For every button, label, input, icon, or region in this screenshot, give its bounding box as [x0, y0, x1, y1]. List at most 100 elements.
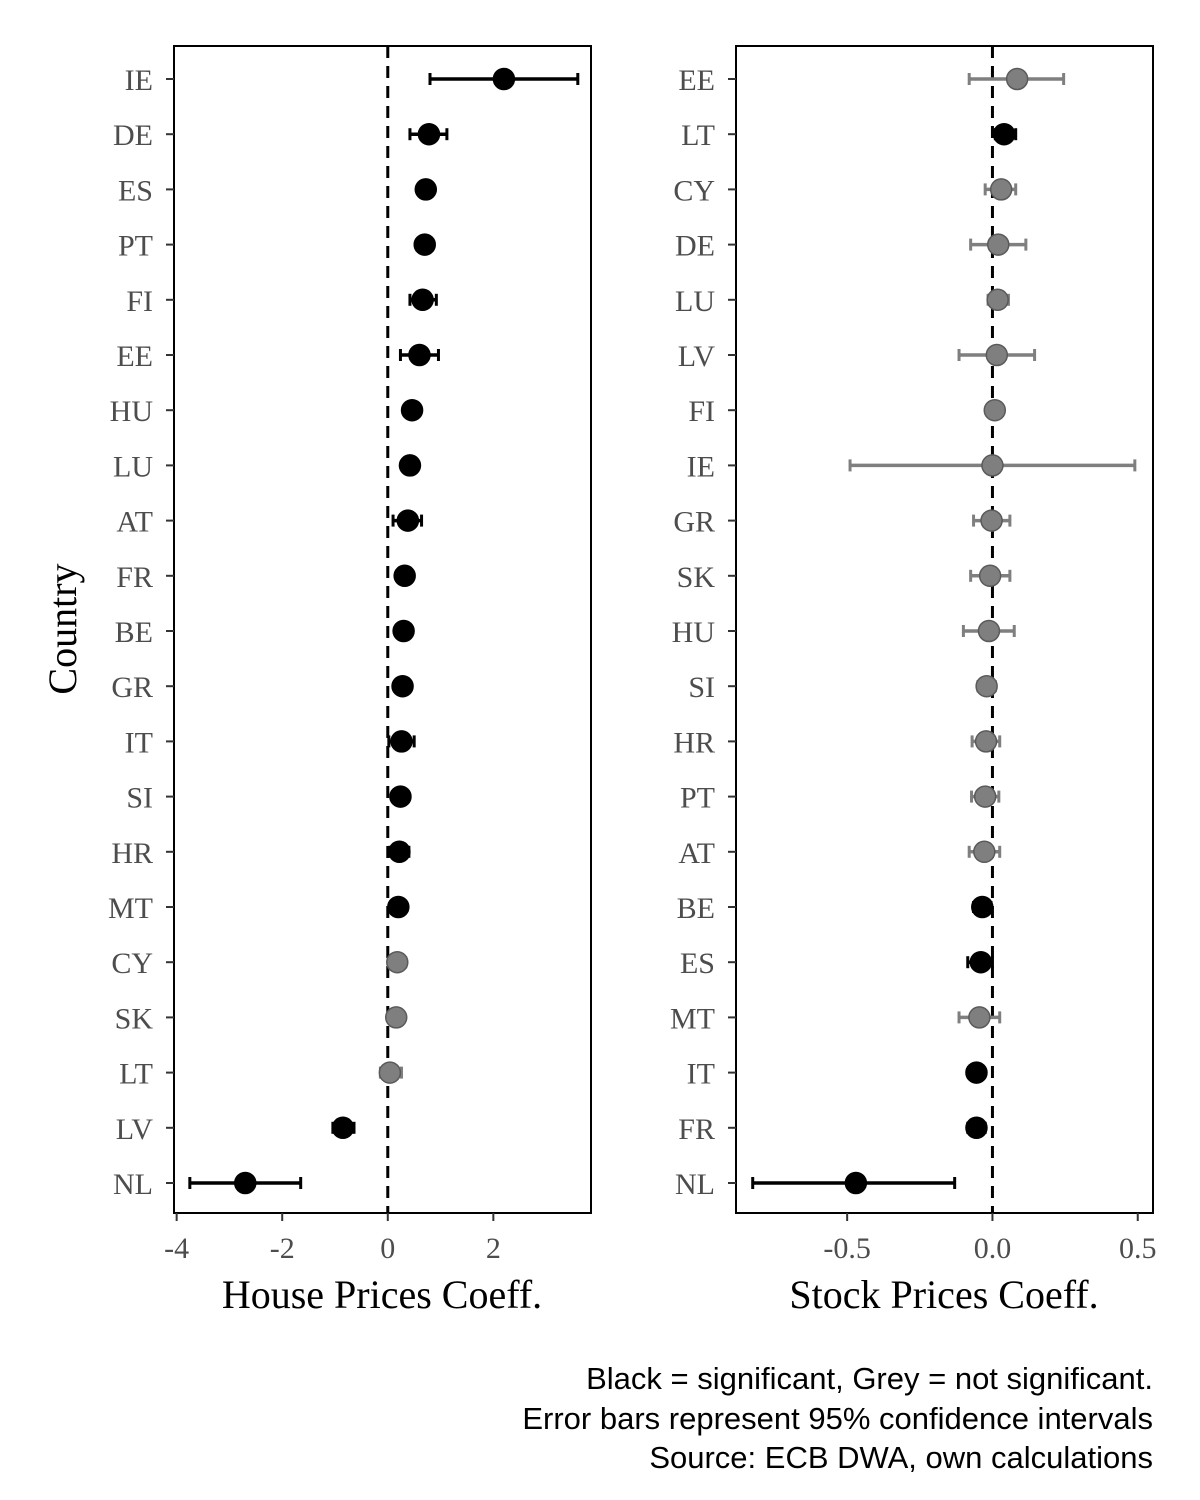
- stock-y-tick-label-lt: LT: [681, 119, 715, 152]
- house-y-tick-label-lv: LV: [116, 1113, 154, 1146]
- house-y-tick-label-hu: HU: [110, 395, 154, 428]
- stock-y-tick-label-be: BE: [677, 892, 715, 925]
- stock-y-tick-label-fi: FI: [688, 395, 715, 428]
- stock-y-tick-label-cy: CY: [673, 174, 715, 207]
- stock-y-tick-label-ee: EE: [678, 64, 715, 97]
- stock-point-fr: [965, 1116, 988, 1140]
- stock-point-lt: [992, 122, 1016, 146]
- stock-x-tick-label: 0.5: [1119, 1232, 1157, 1265]
- house-x-tick-label: -4: [164, 1232, 189, 1265]
- house-y-tick-label-lu: LU: [113, 450, 153, 483]
- stock-point-cy: [989, 178, 1013, 201]
- house-point-lu: [398, 454, 422, 477]
- house-point-nl: [234, 1171, 257, 1195]
- stock-x-tick-label: 0.0: [974, 1232, 1012, 1265]
- house-point-si: [389, 785, 412, 808]
- house-point-sk: [384, 1006, 408, 1029]
- stock-point-ee: [1005, 67, 1029, 91]
- house-point-gr: [391, 674, 414, 698]
- house-x-tick-label: 0: [380, 1232, 395, 1265]
- house-x-tick-label: 2: [486, 1232, 501, 1265]
- house-prices-panel: -4 -2 0 2 IE DE ES PT FI EE HU LU AT FR BE GR IT SI HR MT CY…: [108, 45, 592, 1265]
- stock-y-tick-label-hu: HU: [672, 616, 716, 649]
- stock-point-si: [975, 674, 998, 698]
- house-point-mt: [387, 895, 410, 919]
- house-y-tick-label-de: DE: [113, 119, 153, 152]
- stock-point-mt: [968, 1006, 991, 1029]
- stock-x-tick-label: -0.5: [823, 1232, 871, 1265]
- house-point-es: [414, 178, 438, 201]
- caption-significance: Black = significant, Grey = not signific…: [586, 1361, 1153, 1396]
- house-y-tick-label-hr: HR: [111, 837, 153, 870]
- house-y-tick-label-nl: NL: [113, 1168, 153, 1201]
- house-x-tick-label: -2: [270, 1232, 295, 1265]
- stock-point-be: [971, 895, 994, 919]
- stock-point-de: [987, 233, 1010, 256]
- house-y-tick-label-be: BE: [115, 616, 153, 649]
- house-y-tick-label-ee: EE: [116, 340, 153, 373]
- stock-y-tick-label-pt: PT: [680, 782, 715, 815]
- stock-y-tick-label-es: ES: [680, 947, 715, 980]
- house-y-tick-label-sk: SK: [115, 1002, 154, 1035]
- house-point-at: [396, 509, 420, 532]
- house-panel-border: [173, 45, 592, 1214]
- house-y-tick-label-lt: LT: [119, 1058, 153, 1091]
- house-y-tick-label-fi: FI: [126, 285, 153, 318]
- stock-panel-border: [735, 45, 1154, 1214]
- house-y-tick-label-ie: IE: [125, 64, 153, 97]
- house-y-tick-label-cy: CY: [111, 947, 153, 980]
- stock-point-lu: [986, 288, 1009, 312]
- house-y-tick-label-gr: GR: [111, 671, 153, 704]
- house-point-be: [392, 619, 415, 643]
- house-point-it: [390, 730, 413, 753]
- house-y-tick-label-fr: FR: [116, 561, 153, 594]
- house-point-ie: [492, 67, 516, 91]
- stock-point-hr: [974, 730, 998, 753]
- stock-y-tick-label-hr: HR: [673, 726, 715, 759]
- stock-y-tick-label-lv: LV: [678, 340, 716, 373]
- stock-y-tick-label-si: SI: [688, 671, 715, 704]
- stock-y-tick-label-fr: FR: [678, 1113, 715, 1146]
- stock-y-tick-label-nl: NL: [675, 1168, 715, 1201]
- stock-point-at: [973, 840, 996, 864]
- stock-point-gr: [980, 509, 1003, 532]
- house-y-tick-label-es: ES: [118, 174, 153, 207]
- stock-point-es: [969, 950, 993, 974]
- stock-point-pt: [973, 785, 997, 808]
- stock-y-tick-label-lu: LU: [675, 285, 715, 318]
- house-x-axis-title: House Prices Coeff.: [222, 1272, 542, 1317]
- house-point-lv: [331, 1116, 355, 1140]
- house-point-hu: [400, 398, 424, 422]
- caption-source: Source: ECB DWA, own calculations: [649, 1440, 1153, 1475]
- stock-y-tick-label-it: IT: [687, 1058, 715, 1091]
- house-point-lt: [378, 1061, 402, 1084]
- stock-y-tick-label-de: DE: [675, 230, 715, 263]
- house-point-fi: [411, 288, 434, 312]
- house-point-cy: [386, 950, 409, 974]
- stock-point-it: [965, 1061, 988, 1084]
- house-y-tick-label-mt: MT: [108, 892, 153, 925]
- stock-point-sk: [978, 564, 1002, 588]
- house-point-fr: [393, 564, 416, 588]
- stock-y-tick-label-sk: SK: [677, 561, 716, 594]
- stock-point-ie: [981, 454, 1004, 477]
- caption-error-bars: Error bars represent 95% confidence inte…: [522, 1401, 1153, 1436]
- stock-prices-panel: -0.5 0.0 0.5 EE LT CY DE LU LV FI IE GR SK HU SI HR PT AT…: [670, 45, 1157, 1265]
- stock-y-tick-label-ie: IE: [687, 450, 715, 483]
- stock-x-axis-title: Stock Prices Coeff.: [789, 1272, 1098, 1317]
- stock-point-nl: [844, 1171, 868, 1195]
- stock-y-tick-label-gr: GR: [673, 506, 715, 539]
- house-y-tick-label-it: IT: [125, 726, 153, 759]
- house-point-ee: [408, 343, 431, 367]
- house-y-tick-label-pt: PT: [118, 230, 153, 263]
- stock-point-hu: [977, 619, 1001, 643]
- stock-point-lv: [985, 343, 1009, 367]
- house-point-de: [417, 122, 441, 146]
- house-point-pt: [413, 233, 436, 256]
- house-y-tick-label-si: SI: [126, 782, 153, 815]
- stock-y-tick-label-at: AT: [678, 837, 715, 870]
- stock-y-tick-label-mt: MT: [670, 1002, 715, 1035]
- house-y-tick-label-at: AT: [116, 506, 153, 539]
- y-axis-title: Country: [40, 563, 85, 694]
